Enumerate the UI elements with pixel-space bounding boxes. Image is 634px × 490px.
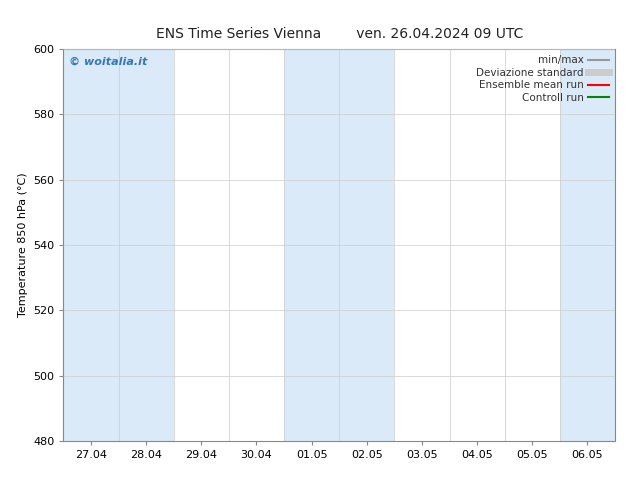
Y-axis label: Temperature 850 hPa (°C): Temperature 850 hPa (°C) [18, 172, 27, 318]
Text: © woitalia.it: © woitalia.it [69, 57, 147, 67]
Bar [284, 49, 339, 441]
Bar [119, 49, 174, 441]
Bar [63, 49, 119, 441]
Bar [560, 49, 615, 441]
Title: ENS Time Series Vienna        ven. 26.04.2024 09 UTC: ENS Time Series Vienna ven. 26.04.2024 0… [155, 27, 523, 41]
Legend: min/max, Deviazione standard, Ensemble mean run, Controll run: min/max, Deviazione standard, Ensemble m… [472, 51, 613, 107]
Bar [339, 49, 394, 441]
